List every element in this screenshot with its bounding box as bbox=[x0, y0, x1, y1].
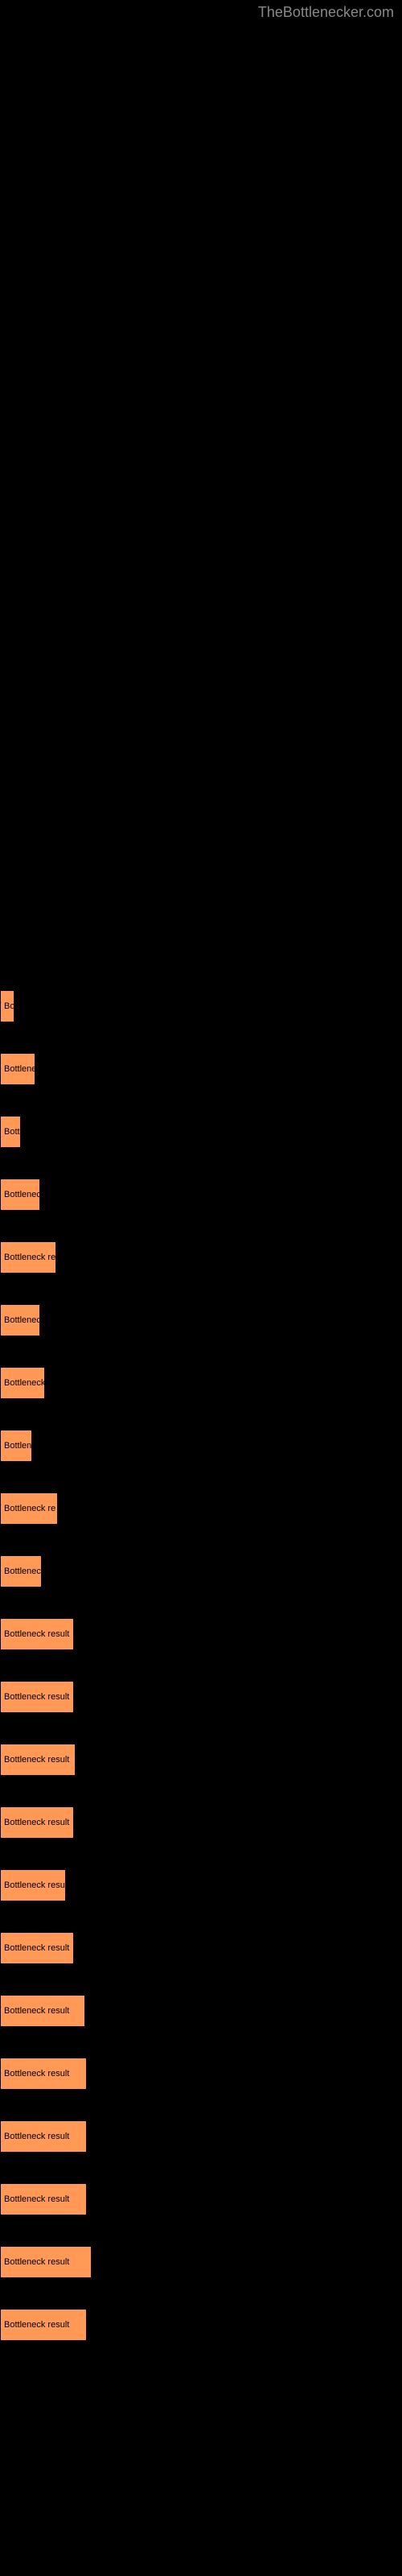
bar-row: Bottleneck result bbox=[0, 2120, 402, 2153]
bar: Bottleneck result bbox=[0, 1681, 74, 1713]
bar-row: Bottleneck result bbox=[0, 1932, 402, 1964]
bar: Bottleneck result bbox=[0, 2120, 87, 2153]
bar-row: Bottlene bbox=[0, 1053, 402, 1085]
bar: Bottleneck result bbox=[0, 1995, 85, 2027]
bar-row: Bottlenec bbox=[0, 1179, 402, 1211]
bar-row: Bottlenec bbox=[0, 1304, 402, 1336]
bar-row: Bo bbox=[0, 990, 402, 1022]
bar-row: Bottleneck re bbox=[0, 1492, 402, 1525]
bar-row: Bott bbox=[0, 1116, 402, 1148]
bar: Bottleneck result bbox=[0, 2246, 92, 2278]
bar-row: Bottleneck result bbox=[0, 2183, 402, 2215]
bar: Bottleneck resu bbox=[0, 1869, 66, 1901]
bar: Bottleneck result bbox=[0, 1744, 76, 1776]
bar: Bottleneck result bbox=[0, 2058, 87, 2090]
bar-row: Bottleneck result bbox=[0, 1995, 402, 2027]
bar-row: Bottleneck result bbox=[0, 2058, 402, 2090]
bar-row: Bottleneck result bbox=[0, 2309, 402, 2341]
bar: Bottlen bbox=[0, 1430, 32, 1462]
bar-row: Bottleneck result bbox=[0, 1806, 402, 1839]
bar-row: Bottlen bbox=[0, 1430, 402, 1462]
bar: Bottleneck result bbox=[0, 1932, 74, 1964]
bar: Bottlenec bbox=[0, 1179, 40, 1211]
bar-chart: Bo Bottlene Bott Bottlenec Bottleneck re Bott… bbox=[0, 0, 402, 2412]
bar: Bo bbox=[0, 990, 14, 1022]
bar: Bottleneck result bbox=[0, 1618, 74, 1650]
bar: Bottlene bbox=[0, 1053, 35, 1085]
bar-row: Bottleneck result bbox=[0, 1681, 402, 1713]
bar: Bottleneck result bbox=[0, 2183, 87, 2215]
bar: Bottlenec bbox=[0, 1304, 40, 1336]
bar: Bottleneck bbox=[0, 1367, 45, 1399]
bar: Bottlenec bbox=[0, 1555, 42, 1587]
bar-row: Bottleneck re bbox=[0, 1241, 402, 1274]
bar: Bottleneck re bbox=[0, 1241, 56, 1274]
watermark: TheBottlenecker.com bbox=[258, 4, 394, 21]
bar-row: Bottleneck bbox=[0, 1367, 402, 1399]
bar-row: Bottleneck result bbox=[0, 1744, 402, 1776]
bar-row: Bottleneck result bbox=[0, 1618, 402, 1650]
bar-row: Bottleneck result bbox=[0, 2246, 402, 2278]
bar-row: Bottlenec bbox=[0, 1555, 402, 1587]
bar: Bott bbox=[0, 1116, 21, 1148]
bar-row: Bottleneck resu bbox=[0, 1869, 402, 1901]
bar: Bottleneck result bbox=[0, 1806, 74, 1839]
bar: Bottleneck re bbox=[0, 1492, 58, 1525]
bar: Bottleneck result bbox=[0, 2309, 87, 2341]
